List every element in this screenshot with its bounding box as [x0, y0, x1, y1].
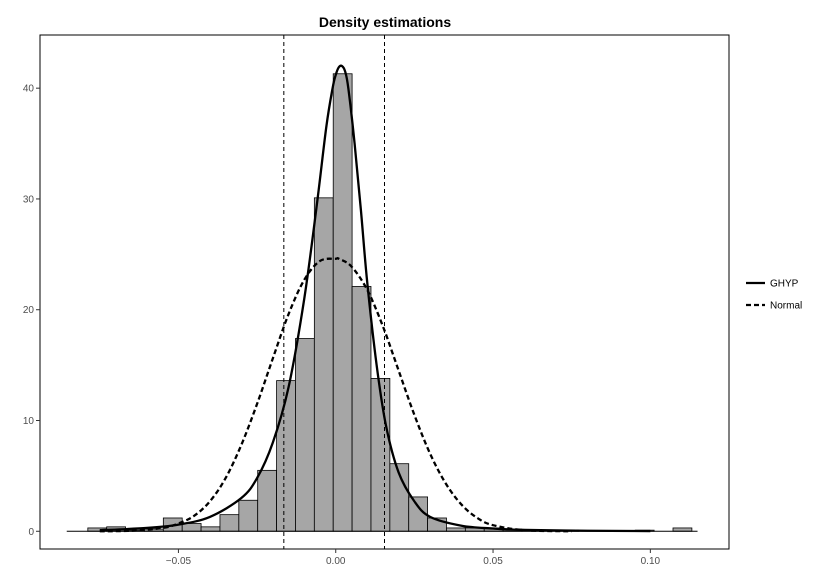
reference-lines	[283, 35, 385, 549]
chart-title: Density estimations	[319, 14, 451, 30]
histogram-bar-15	[370, 378, 391, 532]
histogram-bars	[87, 73, 693, 532]
histogram-bar-8	[238, 499, 259, 532]
histogram-bar-6	[200, 526, 221, 532]
x-tick-label-3: 0.10	[641, 556, 661, 567]
legend-label-normal: Normal	[770, 301, 802, 312]
histogram-bar-10	[276, 380, 296, 532]
x-tick-label-2: 0.05	[483, 556, 503, 567]
y-axis: 0 10 20 30 40	[23, 84, 40, 538]
legend-label-ghyp: GHYP	[770, 279, 799, 290]
plot-panel-border	[39, 34, 730, 550]
density-curve-ghyp	[99, 64, 651, 533]
x-tick-label-0: −0.05	[166, 556, 192, 567]
y-tick-label-2: 20	[23, 305, 35, 316]
y-tick-label-1: 10	[23, 416, 35, 427]
y-tick-label-4: 40	[23, 84, 35, 95]
x-axis: −0.05 0.00 0.05 0.10	[166, 549, 661, 567]
legend: GHYP Normal	[746, 279, 802, 312]
histogram-bar-5	[181, 523, 202, 532]
y-tick-label-3: 30	[23, 194, 35, 205]
histogram-bar-11	[295, 338, 315, 532]
histogram-bar-7	[219, 514, 240, 532]
density-curve-normal	[99, 256, 572, 533]
histogram-bar-13	[332, 73, 353, 532]
histogram-bar-14	[351, 286, 372, 532]
x-tick-label-1: 0.00	[326, 556, 346, 567]
y-tick-label-0: 0	[28, 527, 34, 538]
histogram-bar-12	[313, 197, 334, 532]
histogram-bar-9	[257, 469, 277, 532]
density-curves	[99, 64, 651, 533]
